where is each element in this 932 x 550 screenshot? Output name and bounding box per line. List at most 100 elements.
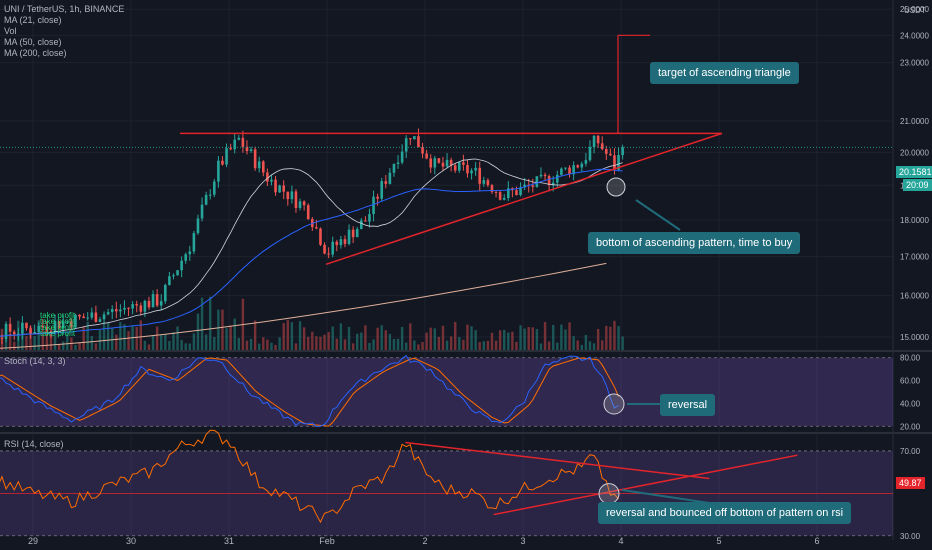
candle-body — [208, 194, 212, 196]
volume-bar — [364, 325, 367, 350]
volume-bar — [417, 344, 420, 350]
volume-bar — [323, 334, 326, 350]
candle-body — [180, 260, 183, 271]
candle-body — [355, 229, 359, 238]
volume-bar — [33, 336, 36, 350]
candle-body — [417, 136, 420, 148]
candle-body — [241, 137, 245, 147]
rsi-annotation[interactable]: reversal and bounced off bottom of patte… — [598, 502, 852, 524]
candle-body — [368, 214, 371, 222]
volume-bar — [90, 336, 93, 350]
bottom-annotation[interactable]: bottom of ascending pattern, time to buy — [588, 232, 801, 254]
candle-body — [49, 331, 53, 333]
candle-body — [147, 300, 151, 308]
volume-bar — [478, 342, 481, 350]
candle-body — [135, 304, 139, 306]
volume-bar — [196, 313, 200, 350]
candle-body — [396, 162, 400, 164]
volume-bar — [123, 324, 126, 350]
candle-body — [470, 170, 473, 174]
candle-body — [290, 191, 294, 200]
volume-bar — [609, 326, 612, 350]
candle-body — [429, 158, 433, 168]
volume-bar — [552, 324, 555, 350]
candle-body — [168, 276, 171, 285]
candle-body — [98, 319, 102, 322]
volume-bar — [360, 332, 363, 350]
x-axis-tick: 30 — [125, 536, 137, 546]
volume-bar — [368, 342, 371, 350]
legend-ma50: MA (50, close) — [4, 37, 62, 47]
reversal-annotation[interactable]: reversal — [660, 394, 716, 416]
candle-body — [498, 192, 502, 200]
candle-body — [164, 284, 167, 302]
volume-bar — [221, 309, 224, 350]
candle-body — [364, 220, 367, 222]
candle-body — [257, 161, 261, 169]
stoch-d-line — [0, 357, 620, 427]
candle-body — [580, 163, 584, 168]
volume-bar — [486, 340, 490, 350]
volume-bar — [531, 327, 534, 350]
candle-body — [53, 321, 57, 333]
volume-bar — [343, 339, 347, 350]
candle-body — [584, 160, 588, 164]
volume-bar — [437, 336, 441, 350]
volume-bar — [482, 341, 485, 350]
volume-bar — [396, 338, 400, 350]
price-axis-tick: 16.0000 — [900, 292, 929, 301]
take-profit-label: take profit — [40, 323, 76, 332]
volume-bar — [119, 322, 122, 350]
candle-body — [74, 314, 77, 328]
support-trendline — [325, 132, 723, 265]
volume-bar — [74, 344, 77, 350]
volume-bar — [466, 324, 469, 350]
candle-body — [8, 323, 12, 332]
volume-bar — [294, 343, 298, 350]
candle-body — [229, 148, 232, 150]
volume-bar — [539, 343, 543, 350]
volume-bar — [441, 325, 445, 350]
volume-bar — [184, 343, 187, 350]
volume-bar — [584, 334, 588, 350]
candle-body — [372, 196, 375, 215]
volume-bar — [78, 342, 81, 350]
volume-bar — [376, 327, 379, 350]
candle-body — [494, 191, 498, 193]
stoch-axis-tick: 80.00 — [900, 354, 921, 363]
volume-bar — [596, 328, 600, 350]
volume-bar — [527, 326, 530, 350]
candle-body — [445, 159, 449, 167]
stoch-axis-tick: 20.00 — [900, 422, 921, 431]
candle-body — [249, 149, 253, 152]
x-axis-tick: 31 — [223, 536, 235, 546]
candle-body — [388, 172, 392, 184]
volume-bar — [115, 334, 118, 350]
candle-body — [592, 135, 596, 147]
legend-vol: Vol — [4, 26, 17, 36]
candle-body — [21, 322, 24, 334]
volume-bar — [449, 336, 453, 350]
candle-body — [556, 174, 559, 183]
candle-body — [57, 321, 61, 329]
target-annotation[interactable]: target of ascending triangle — [650, 62, 799, 84]
volume-bar — [409, 323, 412, 350]
volume-bar — [127, 331, 130, 350]
volume-bar — [286, 320, 289, 350]
candle-body — [409, 138, 412, 140]
candle-body — [82, 316, 85, 319]
volume-bar — [400, 326, 404, 350]
volume-bar — [41, 333, 44, 350]
rsi-lower-trendline — [493, 454, 798, 516]
candle-body — [539, 174, 543, 177]
candle-body — [507, 188, 510, 198]
candle-body — [343, 239, 347, 244]
volume-bar — [192, 333, 196, 350]
volume-bar — [335, 338, 338, 350]
candle-body — [560, 168, 563, 175]
volume-bar — [176, 326, 179, 350]
volume-bar — [21, 328, 24, 350]
volume-bar — [86, 321, 89, 350]
candle-body — [621, 147, 624, 156]
candle-body — [143, 300, 147, 312]
